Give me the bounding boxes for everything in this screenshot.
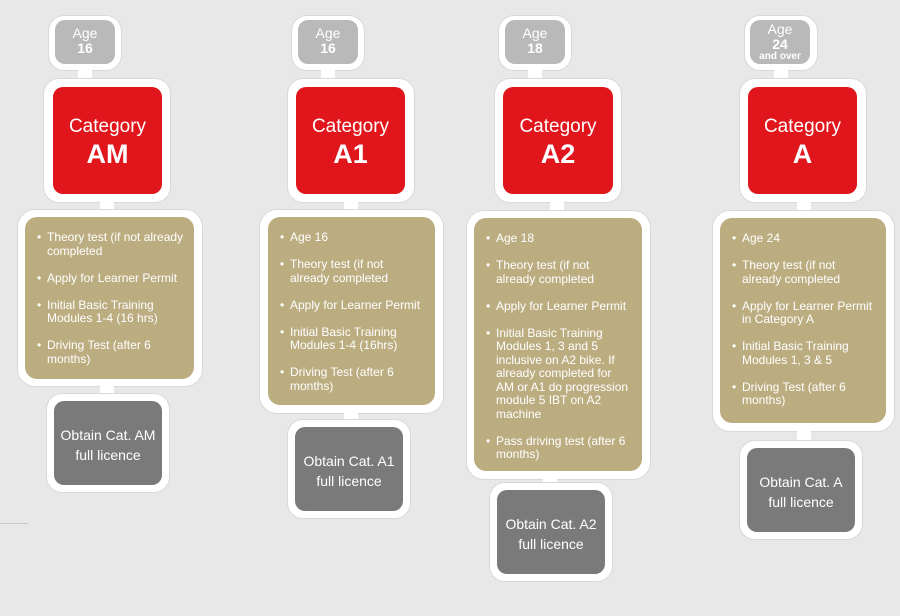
step-item: Initial Basic Training Modules 1, 3 & 5 [732, 339, 876, 367]
result-box: Obtain Cat. A full licence [747, 448, 855, 532]
steps-list: Age 18 Theory test (if not already compl… [486, 231, 632, 462]
steps-panel: Age 16 Theory test (if not already compl… [268, 217, 435, 405]
category-box: Category A1 [296, 87, 405, 194]
result-line: full licence [518, 536, 584, 552]
result-line: full licence [75, 447, 141, 463]
step-item: Initial Basic Training Modules 1, 3 and … [486, 326, 632, 422]
age-value: 18 [527, 40, 543, 56]
result-box: Obtain Cat. AM full licence [54, 401, 162, 485]
step-item: Initial Basic Training Modules 1-4 (16hr… [280, 325, 425, 353]
step-item: Driving Test (after 6 months) [280, 365, 425, 393]
step-item: Theory test (if not already completed [37, 230, 184, 258]
age-label: Age [72, 25, 98, 41]
category-box: Category AM [53, 87, 162, 194]
step-item: Apply for Learner Permit [486, 299, 632, 314]
step-item: Theory test (if not already completed [280, 257, 425, 285]
category-word: Category [68, 116, 147, 137]
result-line: Obtain Cat. AM [60, 427, 156, 443]
step-item: Theory test (if not already completed [486, 258, 632, 286]
age-label: Age [315, 25, 341, 41]
result-line: Obtain Cat. A [759, 474, 843, 490]
category-box: Category A2 [503, 87, 613, 194]
category-code: A [792, 139, 813, 169]
result-line: Obtain Cat. A2 [505, 516, 597, 532]
age-badge: Age 16 [298, 20, 358, 64]
age-extra: and over [759, 51, 801, 62]
left-divider-line [0, 523, 28, 524]
steps-panel: Age 18 Theory test (if not already compl… [474, 218, 642, 471]
age-value: 16 [320, 40, 336, 56]
age-badge: Age 24 and over [750, 20, 810, 64]
category-code: A1 [333, 139, 368, 169]
step-item: Apply for Learner Permit [280, 298, 425, 313]
step-item: Age 18 [486, 231, 632, 246]
step-item: Driving Test (after 6 months) [732, 380, 876, 408]
category-word: Category [311, 116, 390, 137]
steps-list: Age 24 Theory test (if not already compl… [732, 231, 876, 408]
step-item: Apply for Learner Permit [37, 271, 184, 286]
result-box: Obtain Cat. A1 full licence [295, 427, 403, 511]
step-item: Initial Basic Training Modules 1-4 (16 h… [37, 298, 184, 326]
step-item: Theory test (if not already completed [732, 258, 876, 286]
step-item: Pass driving test (after 6 months) [486, 434, 632, 462]
age-badge: Age 18 [505, 20, 565, 64]
result-box: Obtain Cat. A2 full licence [497, 490, 605, 574]
age-label: Age [767, 21, 793, 37]
step-item: Apply for Learner Permit in Category A [732, 299, 876, 327]
result-line: full licence [768, 494, 834, 510]
steps-list: Age 16 Theory test (if not already compl… [280, 230, 425, 393]
step-item: Driving Test (after 6 months) [37, 338, 184, 366]
category-code: A2 [540, 139, 576, 169]
steps-panel: Age 24 Theory test (if not already compl… [720, 218, 886, 423]
age-badge: Age 16 [55, 20, 115, 64]
category-box: Category A [748, 87, 857, 194]
step-item: Age 24 [732, 231, 876, 246]
category-code: AM [86, 139, 129, 169]
step-item: Age 16 [280, 230, 425, 245]
result-line: Obtain Cat. A1 [303, 453, 395, 469]
category-word: Category [519, 116, 597, 137]
steps-panel: Theory test (if not already completed Ap… [25, 217, 194, 379]
category-word: Category [763, 116, 842, 137]
steps-list: Theory test (if not already completed Ap… [37, 230, 184, 366]
age-label: Age [522, 25, 548, 41]
result-line: full licence [316, 473, 382, 489]
age-value: 24 [772, 36, 788, 52]
age-value: 16 [77, 40, 93, 56]
